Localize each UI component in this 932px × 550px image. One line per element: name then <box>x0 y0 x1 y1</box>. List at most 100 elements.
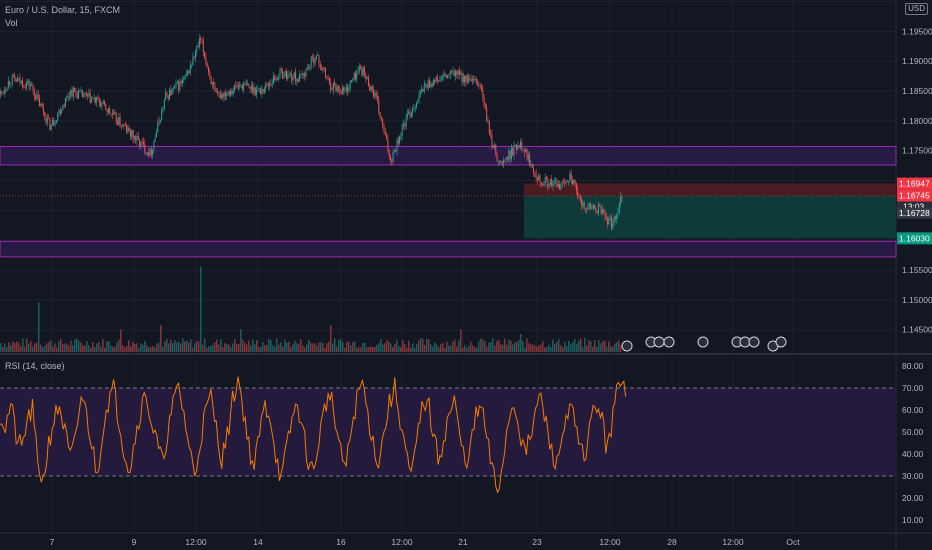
candle-body <box>296 78 298 82</box>
candle-body <box>486 107 488 122</box>
candle-body <box>124 125 126 127</box>
candle-body <box>132 130 134 139</box>
price-axis-tick: 1.18500 <box>902 86 932 96</box>
candle-body <box>408 111 410 114</box>
candle-body <box>321 66 323 70</box>
candle-body <box>455 71 456 77</box>
candle-body <box>315 55 317 60</box>
candle-body <box>334 83 336 85</box>
candle-body <box>323 67 325 69</box>
candle-body <box>232 90 234 94</box>
volume-bar <box>260 346 262 352</box>
volume-bar <box>138 347 140 352</box>
volume-bar <box>578 340 580 352</box>
candle-body <box>451 71 453 73</box>
volume-bar <box>386 340 388 352</box>
economic-event-icon <box>653 336 665 348</box>
candle-body <box>548 184 550 187</box>
volume-bar <box>146 345 148 352</box>
volume-bar <box>134 343 136 352</box>
price-tag-last: 1.16745 <box>899 191 930 201</box>
candle-body <box>117 121 118 125</box>
candle-body <box>50 124 52 130</box>
candle-body <box>79 90 81 92</box>
volume-bar <box>456 346 458 352</box>
candle-body <box>417 99 419 103</box>
volume-bar <box>168 343 170 352</box>
price-tag-current: 1.16728 <box>899 208 930 218</box>
volume-bar <box>202 344 204 352</box>
candle-body <box>198 38 200 48</box>
volume-legend[interactable]: Vol <box>5 18 18 28</box>
volume-bar <box>36 342 38 352</box>
candle-body <box>353 72 355 79</box>
candle-body <box>274 76 276 80</box>
candle-body <box>91 98 92 103</box>
volume-bar <box>234 338 236 352</box>
volume-bar <box>254 344 256 352</box>
economic-event-icon <box>697 336 709 348</box>
candle-body <box>369 86 371 91</box>
candle-body <box>193 56 195 58</box>
symbol-title[interactable]: Euro / U.S. Dollar, 15, FXCM <box>5 5 121 15</box>
candle-body <box>387 138 389 152</box>
candle-body <box>159 120 161 123</box>
candle-body <box>52 120 53 125</box>
candle-body <box>81 90 83 97</box>
volume-bar <box>336 346 338 352</box>
candle-body <box>257 88 259 90</box>
candle-body <box>235 85 237 86</box>
candle-body <box>280 68 282 71</box>
currency-badge[interactable]: USD <box>905 3 928 15</box>
volume-bar <box>276 338 278 352</box>
rsi-legend[interactable]: RSI (14, close) <box>5 361 65 371</box>
volume-bar <box>228 344 230 352</box>
volume-bar <box>470 341 472 352</box>
candle-body <box>189 65 191 74</box>
candle-body <box>9 81 11 85</box>
price-axis-tick: 1.18000 <box>902 116 932 126</box>
volume-bar <box>156 343 158 352</box>
candle-body <box>66 96 68 98</box>
volume-bar <box>496 341 498 352</box>
volume-bar <box>74 339 76 352</box>
candle-body <box>508 150 510 160</box>
candle-body <box>464 75 466 83</box>
candle-body <box>364 68 365 75</box>
price-axis-tick: 1.17500 <box>902 146 932 156</box>
candle-body <box>289 74 291 75</box>
candle-body <box>13 75 14 77</box>
volume-bar <box>440 344 442 352</box>
candle-body <box>547 179 549 187</box>
candle-body <box>440 76 442 81</box>
volume-bar <box>586 345 588 352</box>
candle-body <box>14 75 16 80</box>
volume-bar <box>546 347 548 352</box>
volume-bar <box>46 343 48 352</box>
volume-bar <box>66 343 68 352</box>
candle-body <box>579 197 581 200</box>
volume-bar <box>38 302 40 352</box>
volume-bar <box>534 345 536 352</box>
candle-body <box>613 216 615 224</box>
candle-body <box>529 154 531 166</box>
candle-body <box>325 68 326 77</box>
candle-body <box>275 78 277 80</box>
candle-body <box>427 80 429 89</box>
candle-body <box>535 173 537 178</box>
rsi-axis-tick: 50.00 <box>902 427 924 437</box>
candle-body <box>163 100 165 108</box>
candle-body <box>31 85 33 86</box>
candle-body <box>293 72 295 78</box>
candle-body <box>118 117 120 125</box>
candle-body <box>328 77 330 84</box>
volume-bar <box>100 346 102 352</box>
candle-body <box>70 89 72 97</box>
candle-body <box>26 83 27 88</box>
volume-bar <box>424 344 426 352</box>
candle-body <box>555 180 557 182</box>
volume-bar <box>170 339 172 352</box>
candle-body <box>371 86 373 90</box>
volume-bar <box>246 344 248 352</box>
